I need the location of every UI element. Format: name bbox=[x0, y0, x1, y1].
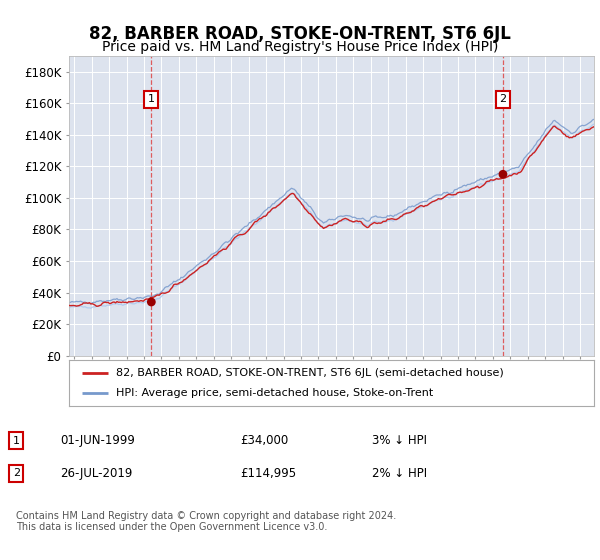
Text: 1: 1 bbox=[148, 95, 155, 105]
Text: 82, BARBER ROAD, STOKE-ON-TRENT, ST6 6JL: 82, BARBER ROAD, STOKE-ON-TRENT, ST6 6JL bbox=[89, 25, 511, 43]
Text: 1: 1 bbox=[13, 436, 20, 446]
Text: £34,000: £34,000 bbox=[240, 434, 288, 447]
Text: 82, BARBER ROAD, STOKE-ON-TRENT, ST6 6JL (semi-detached house): 82, BARBER ROAD, STOKE-ON-TRENT, ST6 6JL… bbox=[116, 368, 504, 378]
Text: 26-JUL-2019: 26-JUL-2019 bbox=[60, 466, 133, 480]
Text: Contains HM Land Registry data © Crown copyright and database right 2024.
This d: Contains HM Land Registry data © Crown c… bbox=[16, 511, 397, 533]
Text: HPI: Average price, semi-detached house, Stoke-on-Trent: HPI: Average price, semi-detached house,… bbox=[116, 388, 433, 398]
Point bbox=[146, 297, 156, 306]
Text: Price paid vs. HM Land Registry's House Price Index (HPI): Price paid vs. HM Land Registry's House … bbox=[102, 40, 498, 54]
Point bbox=[498, 170, 508, 179]
Text: 01-JUN-1999: 01-JUN-1999 bbox=[60, 434, 135, 447]
Text: 2% ↓ HPI: 2% ↓ HPI bbox=[372, 466, 427, 480]
Text: 3% ↓ HPI: 3% ↓ HPI bbox=[372, 434, 427, 447]
Text: £114,995: £114,995 bbox=[240, 466, 296, 480]
Text: 2: 2 bbox=[13, 468, 20, 478]
Text: 2: 2 bbox=[499, 95, 506, 105]
